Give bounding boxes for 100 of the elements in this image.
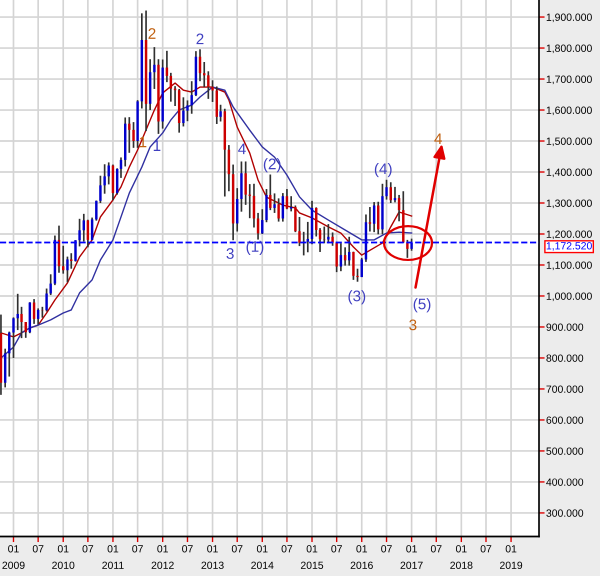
y-tick-label: 1,900.000 bbox=[546, 14, 592, 22]
candlestick bbox=[252, 182, 256, 228]
y-tick-label: 700.000 bbox=[546, 385, 584, 393]
candlestick bbox=[352, 250, 355, 281]
candlestick bbox=[207, 70, 210, 100]
candlestick bbox=[219, 104, 222, 122]
x-tick-label: 07 bbox=[282, 545, 292, 552]
candlestick bbox=[282, 192, 284, 222]
candlestick bbox=[410, 238, 413, 252]
y-tick-label: 1,600.000 bbox=[546, 106, 592, 116]
candlestick bbox=[377, 200, 380, 236]
candlestick bbox=[256, 212, 260, 240]
candlestick bbox=[166, 50, 168, 83]
candlestick bbox=[248, 183, 251, 220]
candlestick bbox=[372, 201, 376, 233]
candlestick bbox=[66, 256, 69, 284]
x-tick-label: 01 2011 bbox=[102, 545, 124, 569]
candlestick bbox=[182, 96, 185, 128]
candlestick bbox=[290, 195, 292, 212]
x-tick-label: 01 2015 bbox=[300, 545, 324, 569]
x-tick-label: 07 bbox=[182, 545, 193, 552]
annotation: 2 bbox=[148, 28, 156, 39]
y-tick-label: 800.000 bbox=[546, 354, 584, 362]
candlestick bbox=[82, 213, 86, 242]
candlestick bbox=[49, 273, 52, 296]
x-tick-label: 07 bbox=[381, 545, 392, 552]
y-tick-label: 1,700.000 bbox=[546, 76, 592, 84]
annotation: 4 bbox=[238, 144, 246, 154]
candlestick bbox=[36, 308, 40, 326]
annotation: 3 bbox=[226, 248, 234, 259]
candlestick bbox=[62, 244, 64, 274]
annotation: 1 bbox=[154, 140, 160, 151]
x-tick-label: 07 bbox=[331, 545, 342, 552]
candlestick bbox=[344, 246, 346, 266]
y-tick-label: 1,400.000 bbox=[546, 168, 592, 178]
annotation: (3) bbox=[348, 290, 366, 304]
candlestick bbox=[273, 192, 276, 214]
candlestick bbox=[286, 188, 288, 210]
candlestick bbox=[211, 79, 214, 103]
candlestick bbox=[103, 163, 106, 195]
x-tick-label: 01 2012 bbox=[152, 545, 174, 569]
y-tick-label: 900.000 bbox=[546, 323, 584, 331]
candlestick bbox=[277, 198, 280, 222]
candlestick bbox=[216, 86, 218, 125]
candlestick bbox=[298, 216, 301, 247]
y-tick-label: 1,000.000 bbox=[546, 292, 592, 302]
x-tick-label: 01 2018 bbox=[450, 545, 472, 569]
annotation: 2 bbox=[196, 34, 204, 44]
candlestick bbox=[78, 218, 81, 248]
candlestick bbox=[32, 298, 36, 325]
candlestick bbox=[16, 292, 19, 331]
candlestick bbox=[340, 242, 342, 272]
candlestick bbox=[70, 252, 72, 270]
x-tick-label: 01 2017 bbox=[400, 545, 423, 569]
candlestick bbox=[86, 218, 90, 248]
annotation: (5) bbox=[414, 298, 430, 312]
x-tick-label: 07 bbox=[82, 545, 94, 552]
candlestick bbox=[360, 257, 363, 278]
x-tick-label: 01 2014 bbox=[251, 545, 274, 569]
x-tick-label: 01 2009 bbox=[2, 545, 25, 569]
candlestick bbox=[45, 288, 48, 312]
y-tick-label: 1,800.000 bbox=[546, 44, 592, 54]
candlestick bbox=[95, 200, 98, 222]
candlestick bbox=[335, 240, 338, 273]
annotation: (4) bbox=[374, 162, 392, 178]
candlestick bbox=[108, 162, 110, 186]
candlestick bbox=[348, 236, 350, 266]
candlestick bbox=[368, 206, 372, 232]
x-tick-label: 07 bbox=[232, 545, 242, 552]
y-tick-label: 300.000 bbox=[546, 509, 584, 517]
candlestick bbox=[99, 174, 102, 204]
x-tick-label: 01 2019 bbox=[500, 545, 522, 569]
y-tick-label: 1,200.000 bbox=[546, 230, 592, 240]
annotation: (1) bbox=[246, 240, 264, 255]
x-tick-label: 07 bbox=[430, 545, 442, 552]
y-tick-label: 1,100.000 bbox=[546, 261, 592, 270]
candlestick bbox=[327, 223, 330, 244]
candlestick bbox=[90, 216, 94, 242]
candlestick bbox=[269, 174, 272, 211]
x-tick-label: 01 2013 bbox=[201, 545, 224, 569]
candlestick bbox=[398, 194, 400, 222]
annotation: (2) bbox=[264, 158, 281, 172]
candlestick bbox=[261, 208, 264, 235]
y-tick-label: 1,300.000 bbox=[546, 200, 592, 208]
y-tick-label: 600.000 bbox=[546, 416, 584, 424]
y-tick-label: 500.000 bbox=[546, 447, 584, 455]
annotation: 3 bbox=[409, 319, 416, 330]
candlestick bbox=[390, 181, 392, 204]
candlestick bbox=[244, 160, 247, 206]
candlestick bbox=[203, 61, 206, 88]
candlestick bbox=[128, 116, 131, 154]
candlestick bbox=[190, 80, 193, 115]
x-tick-label: 01 2016 bbox=[350, 545, 373, 569]
candlestick bbox=[20, 306, 23, 339]
candlestick bbox=[8, 330, 10, 378]
candlestick bbox=[170, 72, 172, 102]
candlestick bbox=[385, 178, 388, 200]
x-tick-label: 07 bbox=[32, 545, 44, 552]
candlestick bbox=[174, 85, 176, 107]
candlestick bbox=[306, 221, 310, 254]
